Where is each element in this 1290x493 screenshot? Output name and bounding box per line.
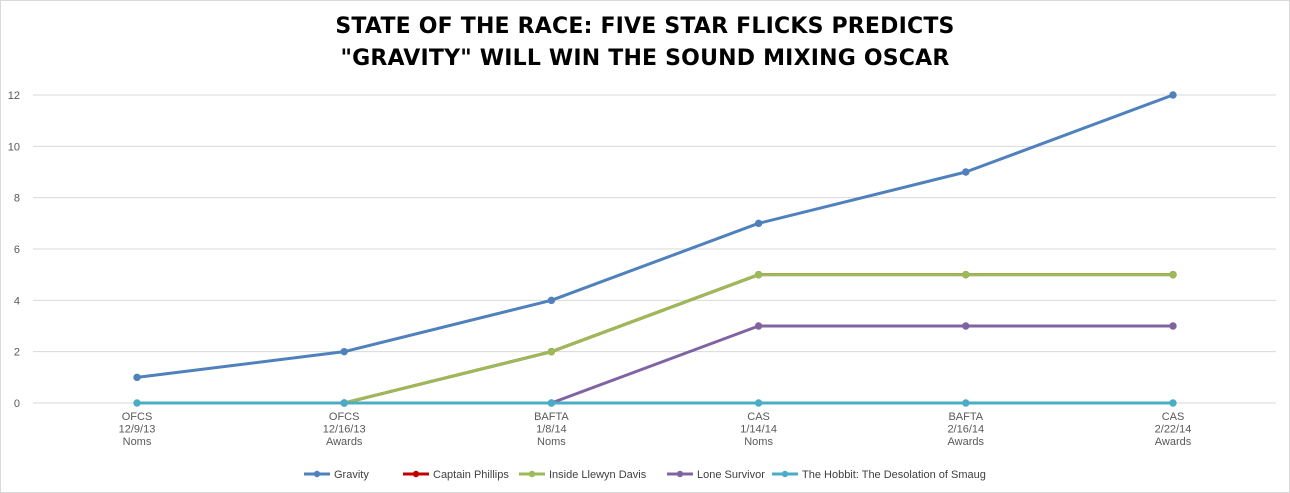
legend-label: The Hobbit: The Desolation of Smaug xyxy=(802,469,986,481)
data-point xyxy=(1169,91,1177,99)
data-point xyxy=(547,347,556,356)
series-line-segment xyxy=(964,93,1175,174)
series-line-segment xyxy=(549,221,761,302)
data-point xyxy=(547,399,556,407)
series-inside-llewyn-davis xyxy=(340,270,1177,407)
x-tick-label: OFCS 12/9/13 Noms xyxy=(119,411,156,448)
legend-swatch-marker xyxy=(676,470,684,478)
data-point xyxy=(962,322,970,330)
legend-swatch-marker xyxy=(412,470,420,478)
x-tick-label: BAFTA 1/8/14 Noms xyxy=(534,411,569,448)
legend-label: Captain Phillips xyxy=(433,469,509,481)
data-point xyxy=(962,270,970,279)
y-tick-label: 2 xyxy=(14,347,20,359)
x-tick-label: CAS 2/22/14 Awards xyxy=(1155,411,1192,448)
data-point xyxy=(754,399,763,407)
legend-label: Gravity xyxy=(334,469,369,481)
series-line-segment xyxy=(342,350,553,405)
legend-swatch-marker xyxy=(313,470,321,478)
chart-title-line-1: STATE OF THE RACE: FIVE STAR FLICKS PRED… xyxy=(335,14,955,39)
data-point xyxy=(1169,399,1177,407)
x-tick-label: CAS 1/14/14 Noms xyxy=(740,411,777,448)
series-line-segment xyxy=(135,350,346,379)
y-tick-label: 10 xyxy=(8,141,20,153)
data-point xyxy=(547,296,556,305)
legend-item: Captain Phillips xyxy=(403,469,509,481)
data-point xyxy=(1169,322,1177,330)
legend-item: Lone Survivor xyxy=(667,469,765,481)
y-tick-label: 4 xyxy=(14,295,20,307)
x-tick-label: OFCS 12/16/13 Awards xyxy=(323,411,366,448)
y-tick-label: 12 xyxy=(8,90,20,102)
data-point xyxy=(962,399,970,407)
series-gravity xyxy=(133,91,1177,382)
legend-swatch-marker xyxy=(528,470,536,478)
legend-label: Lone Survivor xyxy=(697,469,765,481)
data-point xyxy=(754,270,763,279)
series-the-hobbit-the-desolation-of-smaug xyxy=(133,399,1177,407)
data-point xyxy=(340,347,348,356)
legend-swatch-marker xyxy=(781,470,789,478)
chart-title: STATE OF THE RACE: FIVE STAR FLICKS PRED… xyxy=(1,11,1289,75)
legend-label: Inside Llewyn Davis xyxy=(549,469,647,481)
series-line-segment xyxy=(757,170,968,225)
series-line-segment xyxy=(549,324,761,405)
data-point xyxy=(133,373,141,382)
x-tick-label: BAFTA 2/16/14 Awards xyxy=(947,411,984,448)
data-point xyxy=(1169,270,1177,279)
data-point xyxy=(133,399,141,407)
data-point xyxy=(962,168,970,176)
series-line-segment xyxy=(549,273,761,354)
series-captain-phillips xyxy=(340,270,1177,407)
data-point xyxy=(754,219,763,228)
y-tick-label: 6 xyxy=(14,244,20,256)
chart-title-line-2: "GRAVITY" WILL WIN THE SOUND MIXING OSCA… xyxy=(340,46,950,71)
series-lone-survivor xyxy=(547,322,1177,407)
legend-item: Inside Llewyn Davis xyxy=(519,469,647,481)
y-tick-label: 0 xyxy=(14,398,20,410)
legend-item: Gravity xyxy=(304,469,369,481)
y-tick-label: 8 xyxy=(14,193,20,205)
series-line-segment xyxy=(342,298,553,354)
data-point xyxy=(340,399,348,407)
legend-item: The Hobbit: The Desolation of Smaug xyxy=(772,469,986,481)
data-point xyxy=(754,322,763,330)
